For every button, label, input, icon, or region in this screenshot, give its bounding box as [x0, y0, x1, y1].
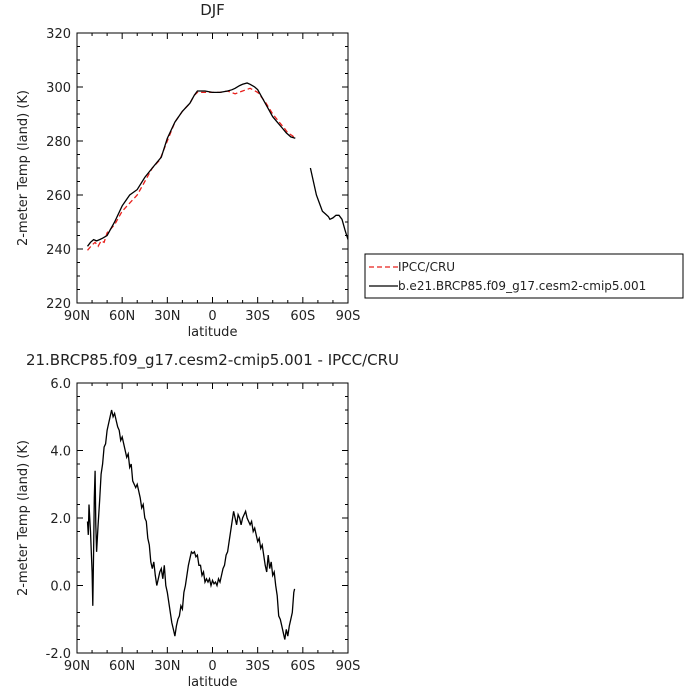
x-tick-label: 60S: [290, 659, 315, 674]
x-tick-label: 90S: [336, 309, 361, 324]
top-y-axis-label: 2-meter Temp (land) (K): [16, 90, 31, 246]
y-tick-label: 2.0: [50, 512, 71, 527]
x-tick-label: 90S: [336, 659, 361, 674]
x-tick-label: 60N: [109, 309, 135, 324]
legend-label-ipcc-cru: IPCC/CRU: [398, 260, 455, 274]
x-tick-label: 0: [208, 659, 216, 674]
bottom-x-axis-label: latitude: [188, 675, 238, 690]
series-line-ipcc-cru: [87, 87, 296, 251]
legend: IPCC/CRU b.e21.BRCP85.f09_g17.cesm2-cmip5…: [364, 253, 684, 299]
x-tick-label: 90N: [64, 309, 90, 324]
x-tick-label: 30N: [154, 309, 180, 324]
x-tick-label: 60N: [109, 659, 135, 674]
bottom-plot-frame: [76, 382, 349, 654]
y-tick-label: 4.0: [50, 445, 71, 460]
x-tick-label: 90N: [64, 659, 90, 674]
legend-label-model: b.e21.BRCP85.f09_g17.cesm2-cmip5.001: [398, 279, 646, 293]
x-tick-label: 0: [208, 309, 216, 324]
series-line-difference: [86, 409, 296, 640]
legend-box: [364, 253, 684, 299]
top-x-axis-label: latitude: [188, 325, 238, 340]
y-tick-label: 220: [46, 297, 71, 312]
x-tick-label: 60S: [290, 309, 315, 324]
x-tick-label: 30S: [245, 659, 270, 674]
x-tick-label: 30N: [154, 659, 180, 674]
bottom-chart-title: 21.BRCP85.f09_g17.cesm2-cmip5.001 - IPCC…: [26, 351, 399, 370]
y-tick-label: 280: [46, 135, 71, 150]
y-tick-label: 0.0: [50, 580, 71, 595]
y-tick-label: 6.0: [50, 377, 71, 392]
top-chart-title: DJF: [200, 1, 225, 19]
y-tick-label: 300: [46, 81, 71, 96]
bottom-y-axis-label: 2-meter Temp (land) (K): [16, 440, 31, 596]
x-tick-label: 30S: [245, 309, 270, 324]
bottom-plot-panel: 21.BRCP85.f09_g17.cesm2-cmip5.001 - IPCC…: [16, 351, 399, 690]
y-tick-label: 260: [46, 189, 71, 204]
y-tick-label: 320: [46, 27, 71, 42]
y-tick-label: 240: [46, 243, 71, 258]
top-plot-frame: [76, 32, 349, 304]
series-line-model-segment-0: [86, 82, 296, 247]
series-line-model-segment-1: [309, 167, 348, 240]
y-tick-label: -2.0: [46, 647, 71, 662]
top-plot-panel: DJF 90N 60N 30N 0 30S 60S 90S 220 240 260 280 300 320…: [16, 1, 360, 340]
